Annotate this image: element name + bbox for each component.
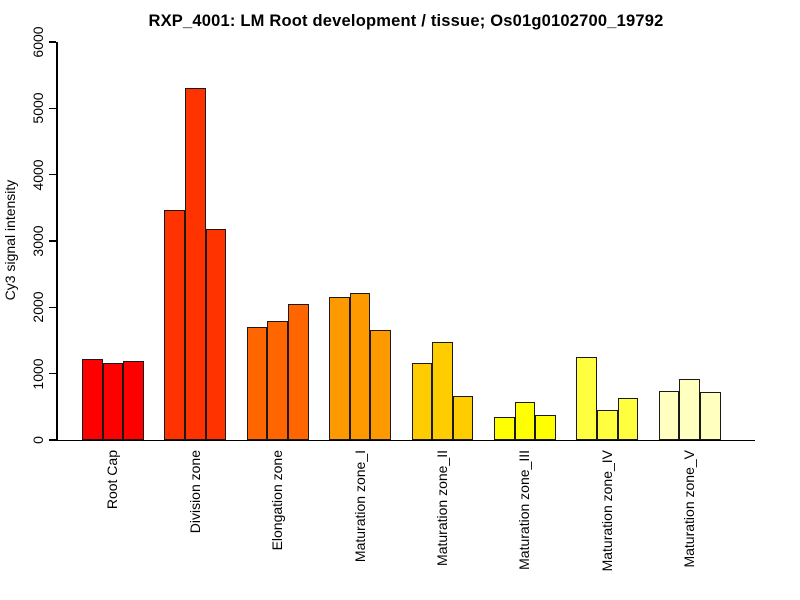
y-axis-line xyxy=(56,42,58,441)
bar xyxy=(658,390,680,440)
y-axis-tick xyxy=(49,240,56,242)
y-axis-tick-label: 0 xyxy=(30,436,46,444)
bar xyxy=(514,402,536,440)
bar xyxy=(452,395,474,440)
y-axis-tick-label: 2000 xyxy=(30,291,46,323)
x-axis-label: Maturation zone_I xyxy=(351,450,368,563)
y-axis-tick xyxy=(49,439,56,441)
y-axis-tick-label: 6000 xyxy=(30,26,46,58)
y-axis-tick xyxy=(49,41,56,43)
x-axis-label: Root Cap xyxy=(104,450,121,510)
x-axis-label: Maturation zone_V xyxy=(681,450,698,568)
bar xyxy=(535,415,556,440)
y-axis-tick-label: 3000 xyxy=(30,225,46,257)
y-axis-tick-label: 1000 xyxy=(30,358,46,390)
bar xyxy=(102,363,124,440)
bar xyxy=(267,320,288,440)
x-axis-label: Maturation zone_III xyxy=(516,450,533,570)
y-axis-tick xyxy=(49,306,56,309)
x-axis-label: Maturation zone_II xyxy=(434,450,450,566)
bar xyxy=(123,360,144,440)
bar xyxy=(617,397,639,440)
y-axis-tick xyxy=(49,372,56,375)
y-axis-tick-label: 4000 xyxy=(30,159,46,191)
chart-title: RXP_4001: LM Root development / tissue; … xyxy=(148,12,664,30)
x-axis-label: Division zone xyxy=(186,450,203,534)
bar xyxy=(370,329,391,440)
bar xyxy=(205,228,227,440)
y-axis-tick xyxy=(49,107,56,110)
bar xyxy=(329,297,350,440)
bar xyxy=(700,392,721,440)
bar xyxy=(679,379,700,440)
bar xyxy=(411,363,433,440)
x-axis-label: Maturation zone_IV xyxy=(598,450,615,572)
y-axis-tick xyxy=(49,173,56,176)
bar xyxy=(494,416,515,440)
bar xyxy=(246,326,268,440)
bar xyxy=(349,293,371,440)
y-axis-tick-label: 5000 xyxy=(30,92,46,124)
bar xyxy=(576,357,597,440)
bar xyxy=(597,410,618,440)
bar xyxy=(185,87,206,440)
x-axis-baseline xyxy=(56,439,755,441)
bar xyxy=(164,210,185,440)
x-axis-label: Elongation zone xyxy=(269,450,286,551)
bar xyxy=(82,359,103,440)
bar xyxy=(432,342,453,440)
bar xyxy=(288,304,309,440)
y-axis-title: Cy3 signal intensity xyxy=(2,179,18,301)
